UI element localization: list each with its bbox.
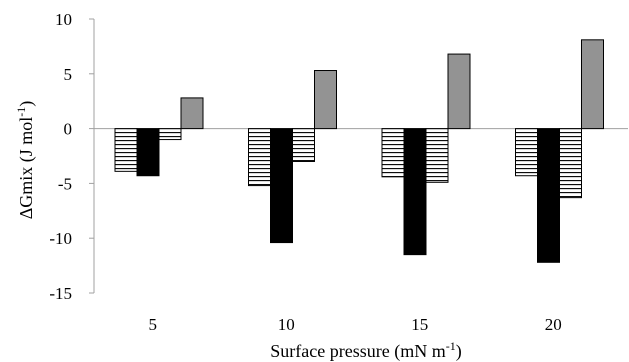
bar-15-series-4 [447,53,471,130]
x-tick-label: 5 [149,315,158,334]
x-tick-label: 10 [278,315,295,334]
bar-20-series-2 [537,128,560,263]
bar-10-series-3 [292,128,315,162]
y-tick-label: 5 [64,65,73,84]
bar-10-series-1 [248,128,271,187]
bar-15-series-3 [425,128,449,183]
y-tick-label: 0 [64,120,73,139]
x-tick-label: 20 [545,315,562,334]
bar-20-series-4 [581,39,604,130]
y-tick-label: -15 [49,284,72,303]
y-tick-label: -10 [49,229,72,248]
y-ticks: 10 5 0 -5 -10 -15 [49,10,94,303]
bar-10-series-4 [314,70,337,130]
bar-20-series-1 [515,128,538,177]
bar-20-series-3 [559,128,582,199]
y-tick-label: -5 [58,174,72,193]
bar-5-series-2 [136,128,160,177]
bar-5-series-4 [180,97,204,130]
x-ticks: 5 10 15 20 [149,315,562,334]
y-axis-title: ΔGmix (J mol-1) [14,101,37,220]
bars [114,39,604,263]
bar-5-series-3 [158,128,182,141]
bar-15-series-1 [381,128,405,178]
x-axis-title: Surface pressure (mN m-1) [270,339,461,362]
bar-15-series-2 [403,128,427,256]
bar-5-series-1 [114,128,138,172]
y-tick-label: 10 [55,10,72,29]
bar-10-series-2 [270,128,293,244]
x-tick-label: 15 [411,315,428,334]
